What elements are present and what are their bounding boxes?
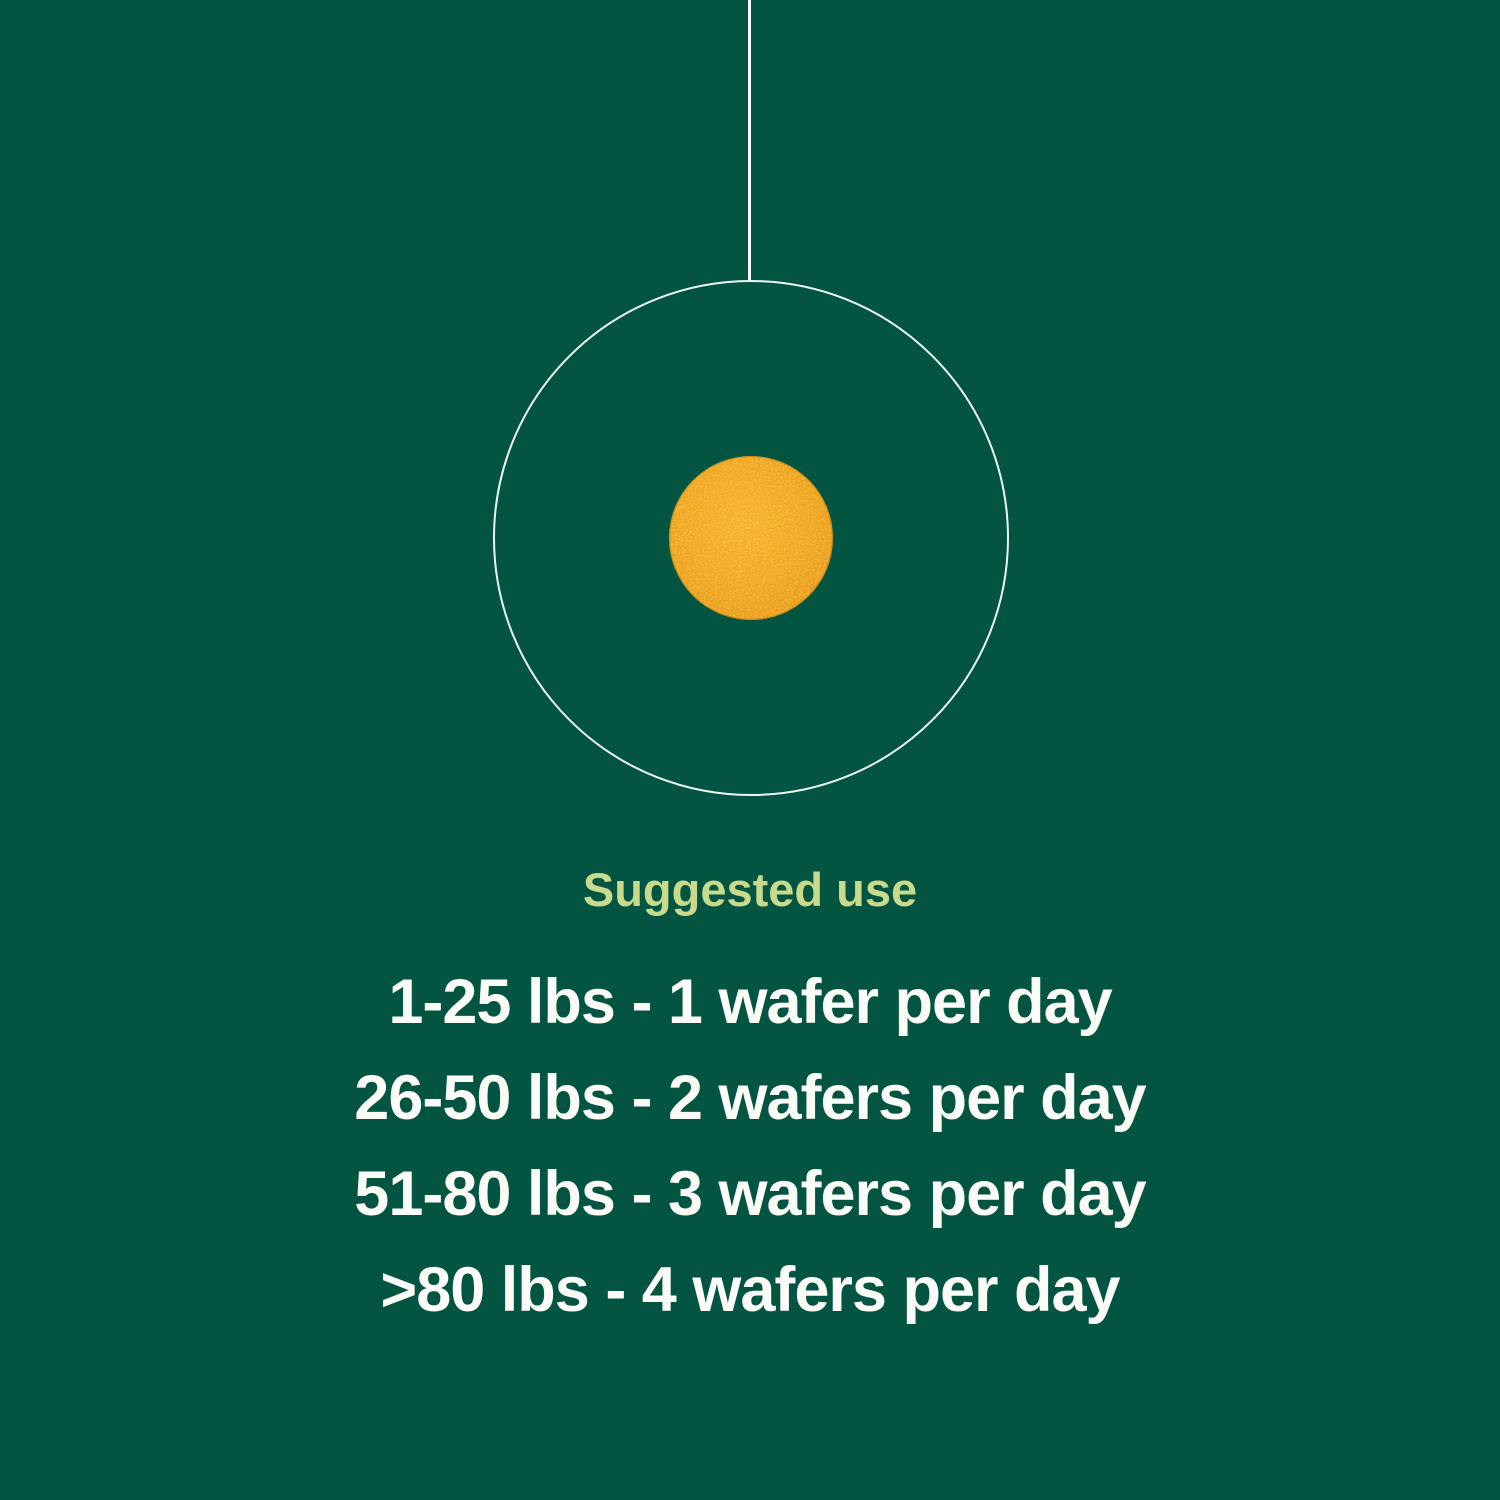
dosage-line-3: 51-80 lbs - 3 wafers per day xyxy=(354,1159,1146,1229)
dosage-line-2: 26-50 lbs - 2 wafers per day xyxy=(354,1063,1146,1133)
spotlight-circle-outline xyxy=(493,280,1009,796)
hanging-line xyxy=(748,0,751,282)
dosage-line-4: >80 lbs - 4 wafers per day xyxy=(380,1255,1120,1325)
dosage-line-1: 1-25 lbs - 1 wafer per day xyxy=(388,967,1112,1037)
dosage-instructions: 1-25 lbs - 1 wafer per day 26-50 lbs - 2… xyxy=(0,954,1500,1338)
suggested-use-heading: Suggested use xyxy=(582,863,918,916)
wafer-image xyxy=(668,455,834,621)
